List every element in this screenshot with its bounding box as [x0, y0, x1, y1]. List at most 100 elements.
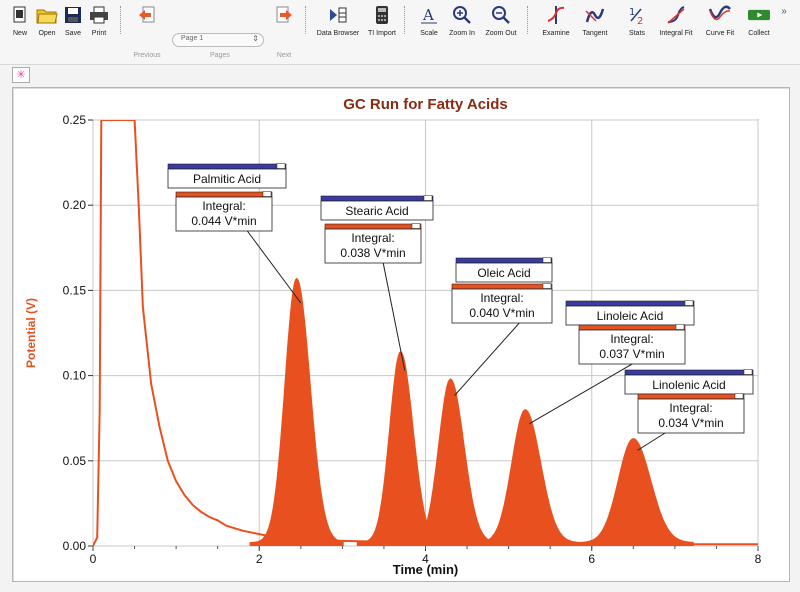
printer-icon[interactable] [88, 4, 110, 26]
name-title-bar [167, 163, 287, 170]
integral-title-bar [578, 324, 686, 331]
previous-button[interactable]: Previous [133, 52, 161, 59]
close-icon [423, 195, 433, 201]
examine-button[interactable]: Examine [542, 30, 570, 37]
tangent-icon[interactable] [584, 4, 606, 26]
x-tick-label: 8 [755, 552, 762, 566]
y-tick-label: 0.10 [63, 369, 87, 383]
close-icon [684, 300, 694, 306]
graph-window[interactable]: 0 2 4 6 8 0.00 0.05 0.10 0.15 0.20 0.25 Palmitic A… [12, 87, 790, 582]
peak-name: Palmitic Acid [193, 172, 261, 186]
integral-title-bar [637, 393, 745, 400]
collect-button[interactable]: Collect [748, 30, 770, 37]
integral-fit-button[interactable]: Integral Fit [659, 30, 693, 37]
name-box [455, 262, 553, 283]
y-tick-label: 0.20 [63, 198, 87, 212]
svg-text:2: 2 [637, 16, 643, 25]
stepper-icon: ⇕ [252, 34, 259, 43]
close-icon [262, 191, 272, 197]
page-select-value: Page 1 [181, 35, 204, 42]
collect-play-icon[interactable] [748, 4, 770, 26]
integral-label: Integral: [202, 199, 245, 213]
open-button[interactable]: Open [38, 30, 56, 37]
scale-button[interactable]: Scale [420, 30, 438, 37]
stats-button[interactable]: Stats [629, 30, 645, 37]
integral-value: 0.034 V*min [658, 416, 723, 430]
new-document-icon[interactable] [9, 4, 31, 26]
zoom-in-button[interactable]: Zoom In [449, 30, 475, 37]
close-icon [276, 163, 286, 169]
curve-fit-icon[interactable] [709, 4, 731, 26]
y-tick-label: 0.05 [63, 454, 87, 468]
close-icon [743, 369, 753, 375]
name-title-bar [320, 195, 434, 202]
peak-name: Linolenic Acid [652, 378, 725, 392]
integral-box [175, 196, 273, 232]
save-button[interactable]: Save [65, 30, 81, 37]
gc-chart[interactable]: 0 2 4 6 8 0.00 0.05 0.10 0.15 0.20 0.25 Palmitic A… [13, 88, 789, 581]
print-button[interactable]: Print [91, 30, 107, 37]
examine-icon[interactable] [545, 4, 567, 26]
zoom-out-icon[interactable] [490, 4, 512, 26]
y-tick-label: 0.00 [63, 539, 87, 553]
save-disk-icon[interactable] [62, 4, 84, 26]
data-browser-icon[interactable] [327, 4, 349, 26]
integral-fit-icon[interactable] [665, 4, 687, 26]
peak-label-2[interactable]: Stearic Acid Integral:0.038 V*min [320, 195, 434, 371]
peak-name: Oleic Acid [477, 266, 530, 280]
close-icon [675, 324, 685, 330]
data-browser-button[interactable]: Data Browser [316, 30, 360, 37]
integral-box [324, 228, 422, 264]
svg-text:1: 1 [629, 7, 635, 18]
name-title-bar [565, 300, 695, 307]
peak-4 [471, 409, 579, 546]
integral-value: 0.044 V*min [191, 214, 256, 228]
open-folder-icon[interactable] [36, 4, 58, 26]
close-icon [542, 257, 552, 263]
next-button[interactable]: Next [276, 52, 292, 59]
y-tick-label: 0.15 [63, 283, 87, 297]
peak-label-1[interactable]: Palmitic Acid Integral:0.044 V*min [167, 163, 302, 304]
pages-label: Pages [210, 52, 230, 59]
close-icon [542, 283, 552, 289]
integral-title-bar [175, 191, 273, 198]
autoscale-icon[interactable]: A [418, 4, 440, 26]
integral-value: 0.038 V*min [340, 246, 405, 260]
integral-label: Integral: [480, 291, 523, 305]
next-page-icon[interactable] [273, 4, 295, 26]
zoom-out-button[interactable]: Zoom Out [485, 30, 517, 37]
leader-line [529, 360, 638, 425]
integral-label: Integral: [669, 401, 712, 415]
integral-title-bar [324, 223, 422, 230]
x-axis-label: Time (min) [393, 562, 459, 577]
curve-fit-button[interactable]: Curve Fit [705, 30, 735, 37]
axes: 0 2 4 6 8 0.00 0.05 0.10 0.15 0.20 0.25 [63, 113, 762, 566]
close-icon [734, 393, 744, 399]
new-button[interactable]: New [12, 30, 28, 37]
peak-5 [573, 438, 694, 546]
chromatogram-series [93, 120, 758, 546]
zoom-in-icon[interactable] [451, 4, 473, 26]
baseline-trace [93, 120, 758, 546]
more-tools-icon[interactable]: » [781, 6, 787, 17]
peak-label-4[interactable]: Linoleic Acid Integral:0.037 V*min [529, 300, 695, 425]
integral-box [451, 288, 553, 324]
peak-label-3[interactable]: Oleic Acid Integral:0.040 V*min [451, 257, 553, 396]
page-tool-icon[interactable]: ✳ [12, 67, 30, 83]
y-tick-label: 0.25 [63, 113, 87, 127]
x-tick-label: 6 [588, 552, 595, 566]
integral-box [578, 329, 686, 365]
peak-name: Stearic Acid [345, 204, 408, 218]
ti-import-button[interactable]: TI Import [367, 30, 397, 37]
previous-page-icon[interactable] [136, 4, 158, 26]
tangent-button[interactable]: Tangent [582, 30, 608, 37]
calculator-import-icon[interactable] [371, 4, 393, 26]
name-title-bar [624, 369, 754, 376]
integral-value: 0.040 V*min [469, 306, 534, 320]
integral-box [637, 398, 745, 434]
page-select[interactable]: Page 1 ⇕ [172, 33, 264, 47]
peak-label-5[interactable]: Linolenic Acid Integral:0.034 V*min [624, 369, 754, 451]
